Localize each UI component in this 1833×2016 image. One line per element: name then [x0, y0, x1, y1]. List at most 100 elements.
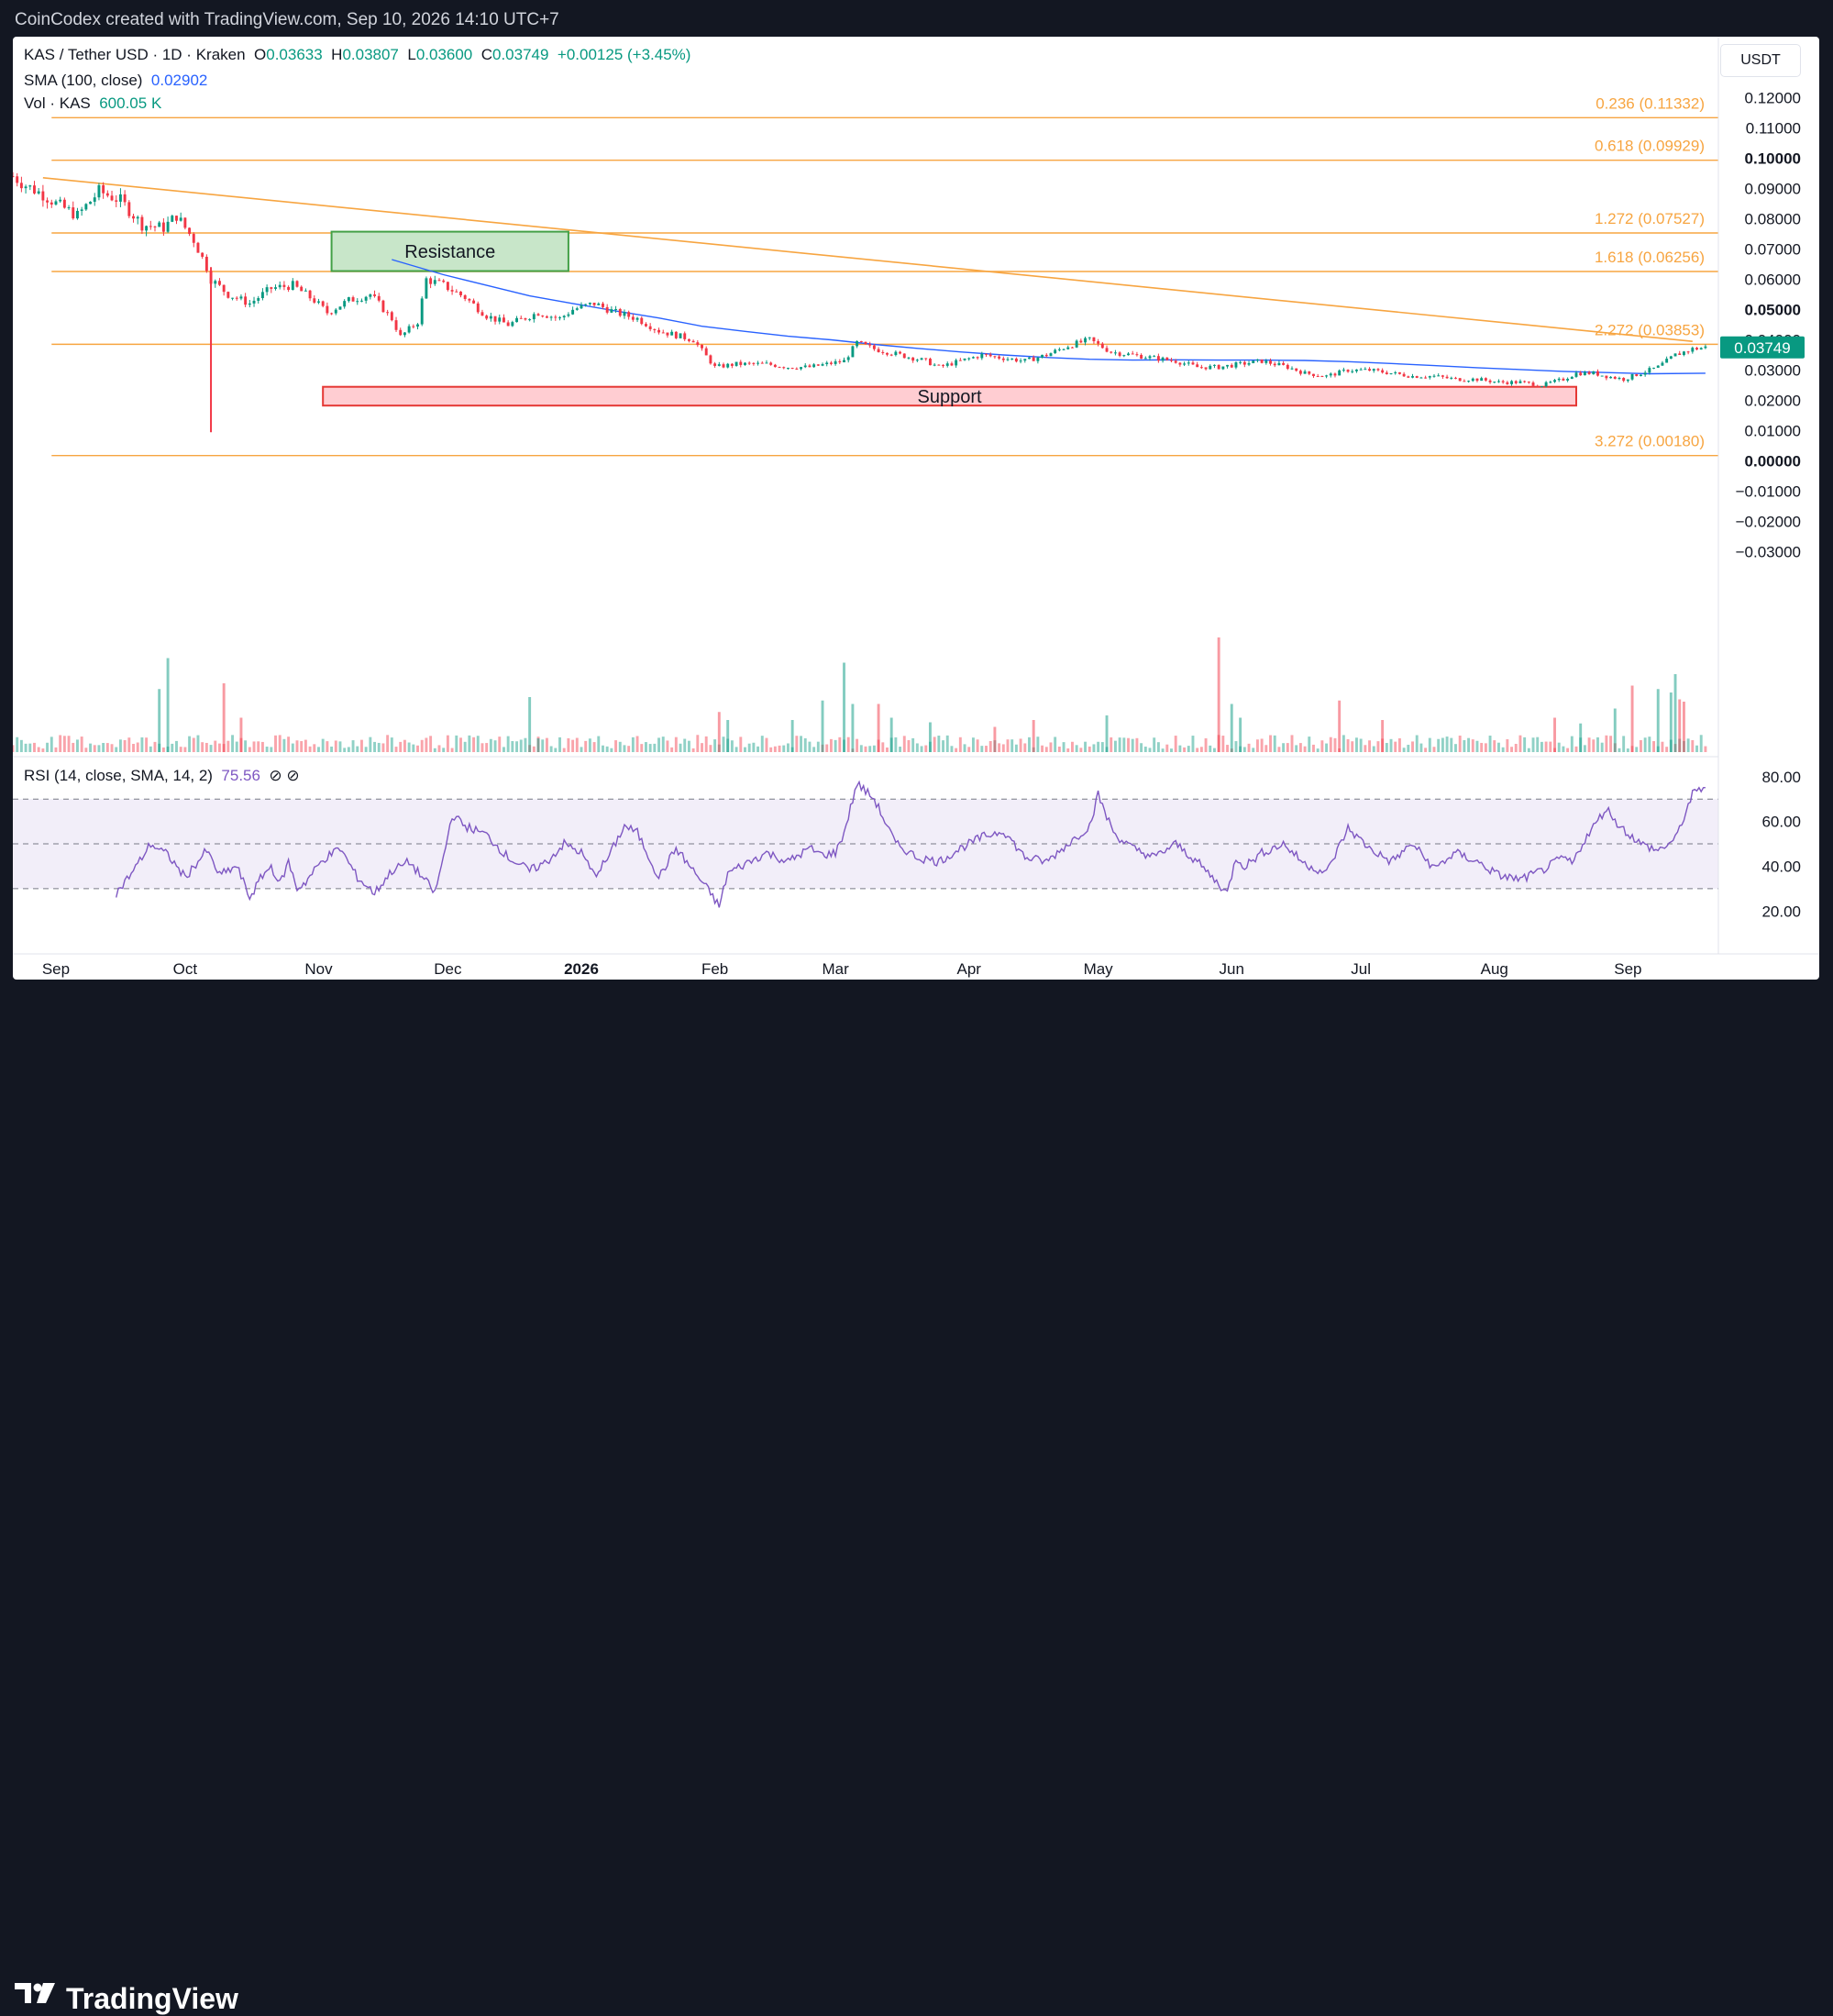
candle-body	[1531, 382, 1535, 386]
volume-bar	[782, 745, 786, 752]
candle-body	[171, 216, 174, 222]
volume-bar	[1639, 739, 1642, 752]
chart-panel[interactable]: 0.236 (0.11332) 0.618 (0.09929) 1.272 (0.0…	[13, 37, 1819, 980]
price-tick-label: 0.08000	[1745, 210, 1801, 227]
volume-bar	[812, 747, 816, 752]
volume-bar	[1282, 743, 1286, 752]
candle-body	[244, 296, 248, 305]
volume-bar	[1523, 737, 1527, 752]
volume-bar	[183, 747, 187, 752]
candle-body	[744, 362, 746, 365]
candle-body	[1419, 377, 1423, 379]
volume-legend[interactable]: Vol · KAS 600.05 K	[24, 94, 161, 113]
volume-bar	[571, 739, 575, 752]
candle-body	[1242, 361, 1246, 365]
volume-bar	[1252, 748, 1255, 752]
candle-body	[902, 353, 906, 359]
sma-line[interactable]	[392, 259, 1706, 375]
last-price-tag[interactable]	[1720, 336, 1805, 359]
candle-body	[123, 194, 127, 203]
volume-bar	[145, 737, 149, 752]
volume-bar	[356, 746, 359, 752]
descending-trendline[interactable]	[42, 176, 1693, 342]
volume-spike-bar	[1381, 720, 1385, 752]
volume-bar	[1084, 741, 1088, 752]
candle-body	[1506, 382, 1509, 384]
sma-legend[interactable]: SMA (100, close) 0.02902	[24, 72, 207, 90]
symbol-label[interactable]: KAS / Tether USD · 1D · Kraken	[24, 46, 246, 63]
volume-spike-bar	[158, 689, 161, 752]
candle-body	[1247, 363, 1251, 365]
resistance-zone[interactable]	[330, 230, 569, 272]
candle-body	[1536, 385, 1540, 387]
candle-body	[928, 359, 932, 366]
rsi-line[interactable]	[116, 780, 1706, 908]
currency-button[interactable]: USDT	[1720, 44, 1801, 77]
candle-body	[924, 358, 928, 360]
volume-bar	[1100, 742, 1104, 752]
volume-bar	[1062, 742, 1066, 752]
candle-body	[455, 291, 458, 293]
candle-body	[192, 234, 195, 243]
chart-canvas[interactable]: 0.236 (0.11332) 0.618 (0.09929) 1.272 (0.0…	[13, 37, 1819, 980]
open-value: 0.03633	[266, 46, 323, 63]
volume-bar	[1247, 743, 1251, 752]
volume-bar	[506, 736, 510, 752]
candle-body	[958, 360, 962, 361]
candle-body	[549, 316, 553, 318]
candle-body	[1148, 356, 1152, 359]
candle-body	[59, 199, 62, 202]
rsi-legend[interactable]: RSI (14, close, SMA, 14, 2) 75.56 ⊘ ⊘	[24, 767, 300, 785]
candle-body	[821, 364, 824, 366]
volume-bar	[765, 737, 768, 752]
candle-body	[33, 185, 36, 194]
candle-body	[1204, 367, 1208, 370]
candle-body	[674, 331, 678, 338]
candle-body	[313, 298, 316, 303]
candle-body	[75, 210, 79, 219]
candle-body	[1298, 371, 1302, 374]
candle-body	[188, 227, 192, 235]
candle-body	[950, 363, 954, 366]
candle-body	[1282, 362, 1286, 365]
candle-body	[661, 332, 665, 334]
volume-bar	[24, 743, 28, 752]
time-tick-label: 2026	[564, 960, 599, 978]
candle-body	[80, 209, 83, 211]
candle-body	[1183, 363, 1187, 365]
price-tick-label: 0.10000	[1745, 150, 1801, 167]
volume-bar	[955, 748, 958, 752]
candle-body	[726, 363, 730, 368]
candle-body	[115, 200, 118, 202]
volume-bar	[412, 744, 415, 752]
candle-body	[856, 340, 859, 347]
volume-bar	[808, 741, 812, 752]
volume-bar	[1514, 744, 1518, 752]
visibility-off-icon[interactable]: ⊘ ⊘	[269, 767, 300, 784]
candle-body	[713, 363, 717, 366]
volume-bar	[1385, 743, 1388, 752]
volume-bar	[97, 745, 101, 752]
volume-bar	[1437, 738, 1441, 752]
volume-bar	[683, 738, 687, 752]
price-tick-label: −0.03000	[1736, 544, 1801, 561]
close-value: 0.03749	[492, 46, 549, 63]
candle-body	[1277, 362, 1281, 366]
volume-bar	[1199, 747, 1203, 752]
volume-bar	[1075, 745, 1078, 752]
candle-body	[1165, 357, 1169, 360]
volume-bar	[584, 740, 588, 752]
candle-body	[790, 368, 794, 370]
support-zone[interactable]	[322, 385, 1578, 407]
candle-body	[942, 365, 945, 367]
volume-bar	[463, 741, 467, 752]
candle-body	[1583, 371, 1586, 376]
volume-bar	[1544, 741, 1548, 752]
rsi-tick-label: 80.00	[1761, 769, 1801, 786]
volume-bar	[1531, 737, 1535, 752]
volume-bar	[1407, 745, 1410, 752]
candle-body	[1463, 381, 1466, 382]
volume-bar	[696, 735, 700, 752]
candle-body	[670, 331, 674, 336]
candle-body	[201, 252, 204, 257]
